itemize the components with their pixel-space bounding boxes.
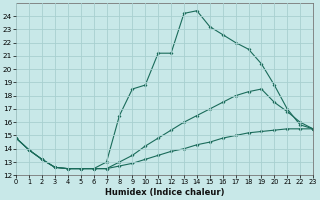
X-axis label: Humidex (Indice chaleur): Humidex (Indice chaleur) <box>105 188 224 197</box>
